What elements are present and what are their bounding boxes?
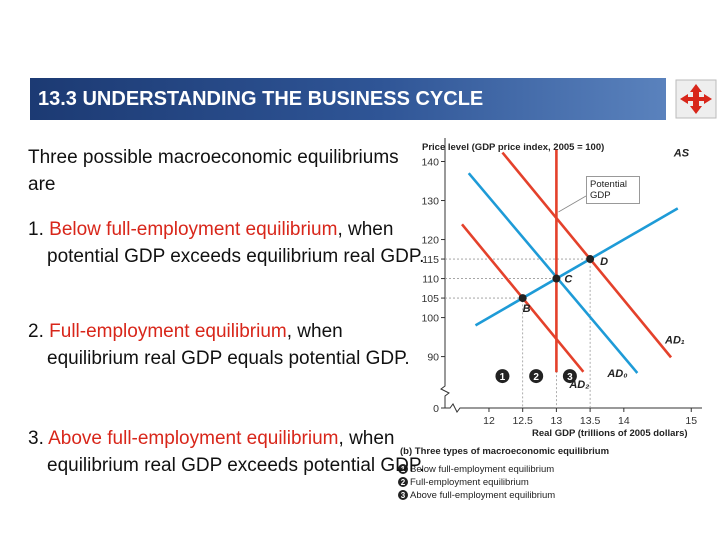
item-term: Above full-employment equilibrium (48, 428, 339, 449)
series-label: AS (673, 147, 690, 159)
list-item: 2. Full-employment equilibrium, when equ… (28, 318, 432, 372)
equilibrium-point (552, 274, 561, 283)
legend-text: Full-employment equilibrium (410, 477, 529, 488)
marker-badge (529, 369, 544, 384)
series-label: Potential GDP (586, 176, 640, 204)
point-label: C (564, 274, 573, 286)
title-bar: 13.3 UNDERSTANDING THE BUSINESS CYCLE (30, 78, 666, 120)
leader-line (558, 195, 587, 213)
legend-number: 1 (401, 465, 406, 474)
point-label: D (600, 256, 608, 268)
legend-number: 2 (401, 478, 406, 487)
series-line (501, 151, 673, 359)
series-line (467, 172, 639, 374)
legend-number: 3 (401, 491, 406, 500)
legend-badge (398, 464, 408, 474)
point-label: B (523, 303, 531, 315)
y-tick-label: 110 (422, 274, 439, 286)
equilibrium-point (586, 255, 595, 264)
y-tick-label: 90 (427, 352, 439, 364)
y-tick-label: 140 (421, 157, 439, 169)
x-tick-label: 14 (618, 415, 630, 427)
x-tick-label: 13 (551, 415, 563, 427)
item-number: 1. (28, 219, 44, 240)
item-term: Full-employment equilibrium (49, 321, 287, 342)
list-item: 1. Below full-employment equilibrium, wh… (28, 216, 432, 270)
item-number: 3. (28, 428, 44, 449)
item-term: Below full-employment equilibrium (49, 219, 338, 240)
y-tick-label: 120 (421, 235, 439, 247)
item-text: , when equilibrium real GDP equals poten… (47, 321, 410, 369)
y-tick-label: 0 (433, 403, 439, 415)
legend-text: Above full-employment equilibrium (410, 490, 555, 501)
x-tick-label: 15 (685, 415, 697, 427)
x-tick-label: 12.5 (512, 415, 533, 427)
equilibrium-point (518, 294, 527, 303)
legend-badge (398, 490, 408, 500)
marker-number: 3 (567, 372, 573, 383)
marker-number: 1 (500, 372, 506, 383)
y-tick-label: 100 (421, 313, 439, 325)
caption: (b) Three types of macroeconomic equilib… (400, 446, 609, 457)
item-text: , when equilibrium real GDP exceeds pote… (47, 428, 425, 476)
guide-line (445, 297, 524, 408)
intro-text: Three possible macroeconomic equilibrium… (28, 147, 399, 195)
y-tick-label: 115 (422, 254, 439, 266)
x-axis-label: Real GDP (trillions of 2005 dollars) (532, 428, 688, 439)
item-text: , when potential GDP exceeds equilibrium… (47, 219, 425, 267)
marker-badge (562, 369, 577, 384)
y-tick-label: 130 (421, 196, 439, 208)
series-label: AD₀ (606, 368, 627, 380)
y-tick-label: 105 (421, 293, 439, 305)
marker-badge (495, 369, 510, 384)
legend-text: Below full-employment equilibrium (410, 464, 554, 475)
marker-number: 2 (533, 372, 539, 383)
list-item: 3. Above full-employment equilibrium, wh… (28, 425, 432, 479)
legend-badge (398, 477, 408, 487)
series-label: AD₁ (664, 334, 685, 346)
y-axis-label: Price level (GDP price index, 2005 = 100… (422, 142, 604, 153)
item-number: 2. (28, 321, 44, 342)
nav-icon (675, 79, 717, 119)
x-tick-label: 12 (483, 415, 495, 427)
x-tick-label: 13.5 (580, 415, 601, 427)
series-line (474, 207, 679, 327)
